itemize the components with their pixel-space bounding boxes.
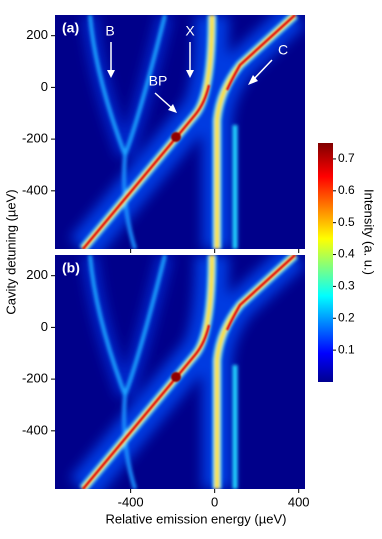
y-tick-label: -400 <box>22 182 48 197</box>
colorbar-tick-label: 0.1 <box>338 342 355 356</box>
colorbar-tick-label: 0.5 <box>338 215 355 229</box>
heatmap-b <box>55 255 305 489</box>
y-axis-label: Cavity detuning (µeV) <box>3 189 18 314</box>
x-tick-label: 400 <box>288 494 310 509</box>
x-tick-label: 0 <box>211 494 218 509</box>
annotation: X <box>185 23 195 39</box>
y-tick-label: 0 <box>41 319 48 334</box>
heatmap-a <box>55 15 305 249</box>
colorbar-tick-label: 0.3 <box>338 279 355 293</box>
annotation: BP <box>149 73 168 89</box>
colorbar-tick-label: 0.6 <box>338 183 355 197</box>
colorbar-tick-label: 0.2 <box>338 310 355 324</box>
x-axis-label: Relative emission energy (µeV) <box>106 511 287 526</box>
arrow-head <box>107 70 115 78</box>
annotations: B X BP C <box>105 23 288 113</box>
colorbar-tick-label: 0.4 <box>338 247 355 261</box>
arrow-head <box>248 75 258 85</box>
y-tick-label: 200 <box>26 267 48 282</box>
x-tick-label: -400 <box>118 494 144 509</box>
y-tick-label: -200 <box>22 131 48 146</box>
panel-label: (b) <box>62 260 80 276</box>
y-tick-label: -400 <box>22 422 48 437</box>
annotation: C <box>278 42 288 58</box>
colorbar-label: Intensity (a. u.) <box>362 189 377 275</box>
arrow-head <box>168 104 177 113</box>
arrow-head <box>186 70 194 78</box>
panel-label: (a) <box>62 20 79 36</box>
colorbar-tick-label: 0.7 <box>338 151 355 165</box>
y-tick-label: -200 <box>22 371 48 386</box>
y-tick-label: 0 <box>41 79 48 94</box>
colorbar <box>318 143 333 382</box>
annotation: B <box>105 23 114 39</box>
y-tick-label: 200 <box>26 27 48 42</box>
